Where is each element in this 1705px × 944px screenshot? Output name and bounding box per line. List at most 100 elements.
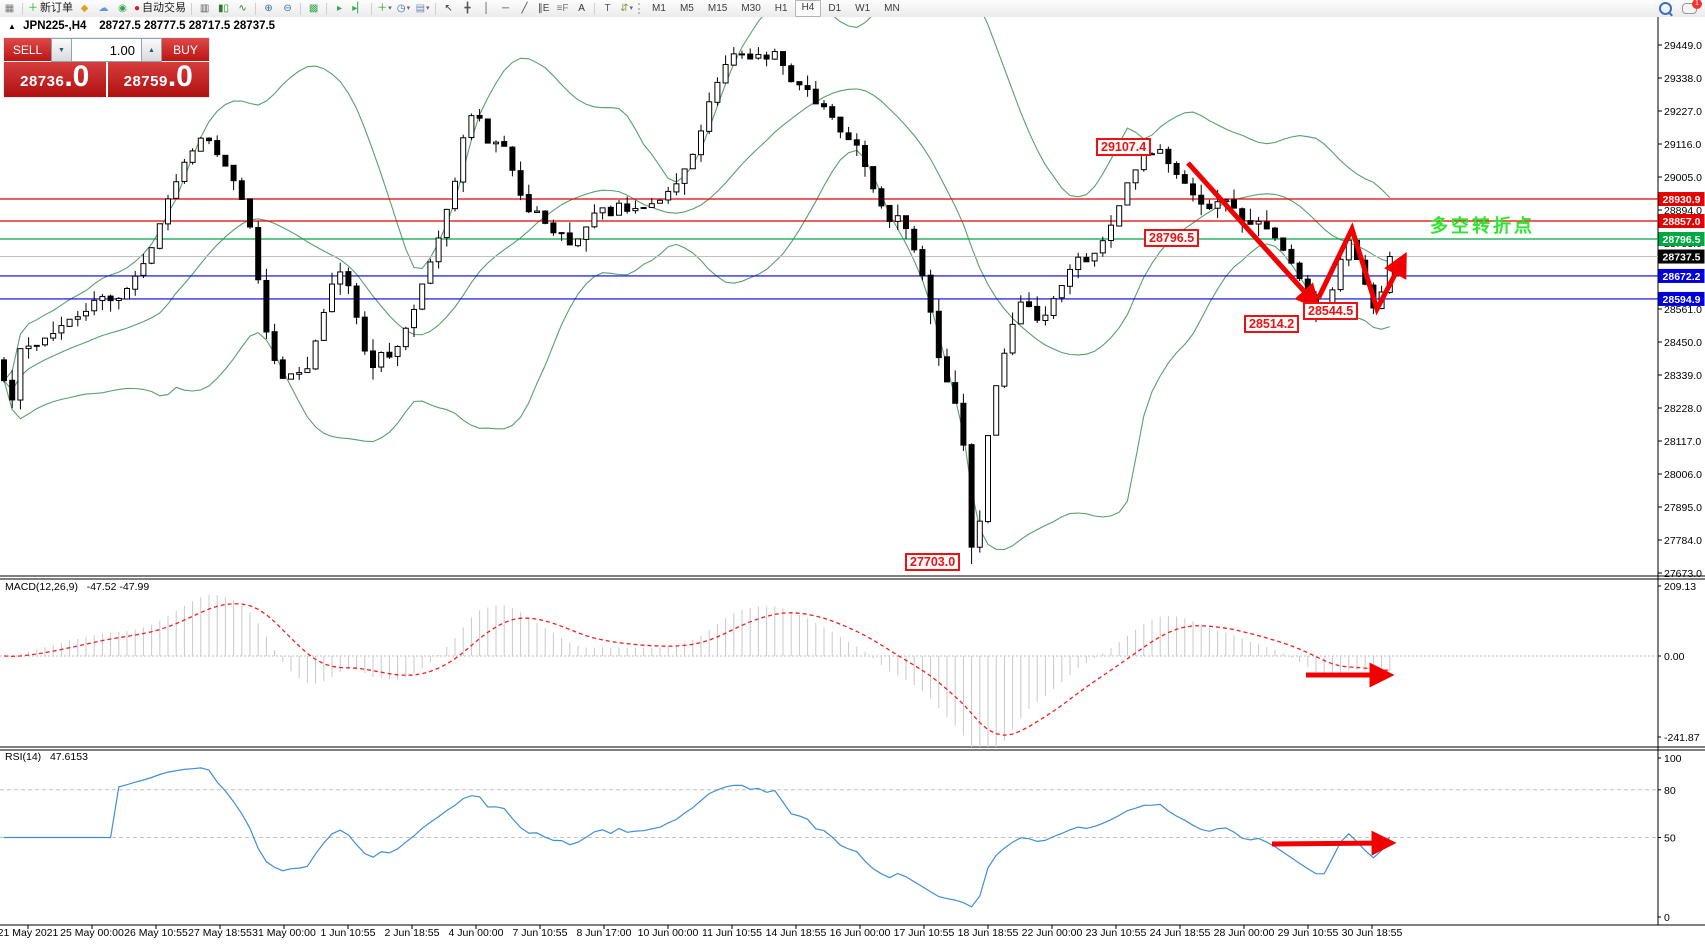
autotrading-button[interactable]: ● 自动交易 bbox=[132, 1, 188, 16]
candle-body bbox=[730, 53, 737, 66]
candle-body bbox=[91, 299, 98, 312]
chevron-down-icon[interactable]: ▾ bbox=[406, 5, 411, 12]
rsi-axis-label: 100 bbox=[1664, 753, 1682, 765]
chevron-down-icon[interactable]: ▾ bbox=[629, 5, 633, 12]
tile-windows-icon[interactable]: ▩ bbox=[304, 1, 323, 16]
candle-body bbox=[296, 372, 303, 375]
periods-button: ◷ bbox=[396, 3, 406, 14]
y-axis-tick-label: 28117.0 bbox=[1664, 436, 1701, 448]
price-badge bbox=[1658, 231, 1705, 246]
candle-body bbox=[714, 81, 721, 103]
text-icon[interactable]: A bbox=[572, 1, 591, 16]
signals-icon[interactable]: ☁ bbox=[94, 1, 113, 16]
candle-body bbox=[411, 308, 417, 329]
x-axis-label: 28 Jun 00:00 bbox=[1214, 927, 1275, 939]
chart-window-icon[interactable]: ▦ bbox=[0, 1, 19, 16]
candle-body bbox=[976, 520, 983, 548]
horizontal-line-icon[interactable]: ─ bbox=[496, 1, 515, 16]
x-axis-label: 8 Jun 17:00 bbox=[577, 927, 632, 939]
chevron-down-icon[interactable]: ▾ bbox=[426, 5, 430, 12]
candle-body bbox=[1280, 237, 1287, 251]
candle-body bbox=[1231, 199, 1237, 209]
vertical-line-icon[interactable]: │ bbox=[477, 1, 496, 16]
periods-button[interactable]: ◷ ▾ bbox=[394, 1, 413, 16]
timeframe-h4[interactable]: H4 bbox=[794, 0, 822, 17]
timeframe-m30[interactable]: M30 bbox=[741, 3, 761, 14]
bar-chart-icon[interactable]: ▥ bbox=[195, 1, 214, 16]
tile-windows-icon: ▩ bbox=[308, 3, 319, 14]
new-order-button[interactable]: ＋新订单 bbox=[26, 1, 75, 16]
candle-body bbox=[985, 435, 991, 523]
broadcast-icon[interactable]: ◉ bbox=[113, 1, 132, 16]
candle-body bbox=[616, 202, 622, 216]
chat-icon[interactable]: 1 bbox=[1682, 0, 1702, 14]
candle-body bbox=[1132, 169, 1139, 184]
templates-button[interactable]: ▤ ▾ bbox=[413, 1, 432, 16]
chart-shift-icon[interactable]: ▸▏ bbox=[349, 1, 368, 16]
candle-body bbox=[755, 54, 762, 59]
trendline-icon[interactable]: ╱ bbox=[515, 1, 534, 16]
toolbar-icon-groups: ▦ ＋新订单 ◆ ☁ ◉ ● 自动交易 ▥ ▮▯ ∿ ⊕ ⊖ ▩ ▸ ▸▏ ＋ ▾ ◷ ▾ ▤ ▾ ↖ ╋ │ ─ ╱ ∥E ≡F A T… bbox=[0, 1, 636, 16]
sell-price-button[interactable]: 28736 .0 bbox=[4, 62, 106, 97]
indicators-button[interactable]: ＋ ▾ bbox=[375, 1, 394, 16]
timeframe-m15[interactable]: M15 bbox=[707, 3, 728, 14]
zoom-in-button[interactable]: ⊕ bbox=[259, 1, 278, 16]
x-axis-label: 1 Jun 10:55 bbox=[321, 927, 376, 939]
candle-body bbox=[706, 101, 713, 132]
candle-body bbox=[1, 359, 7, 382]
buy-button[interactable]: BUY bbox=[162, 38, 209, 62]
timeframe-m5[interactable]: M5 bbox=[679, 3, 694, 14]
candle-body bbox=[1009, 323, 1016, 354]
candle-body bbox=[165, 198, 171, 225]
timeframe-h1[interactable]: H1 bbox=[774, 3, 788, 14]
rsi-panel bbox=[4, 767, 1391, 908]
candle-body bbox=[550, 222, 557, 234]
candle-body bbox=[58, 325, 65, 334]
timeframe-d1[interactable]: D1 bbox=[828, 3, 842, 14]
volume-down-button[interactable]: ▼ bbox=[51, 38, 72, 62]
candle-body bbox=[1099, 240, 1106, 254]
candle-body bbox=[255, 226, 262, 281]
market-icon[interactable]: ◆ bbox=[75, 1, 94, 16]
chart-title: ▲ JPN225-,H4 28727.5 28777.5 28717.5 287… bbox=[8, 20, 275, 32]
candle-body bbox=[99, 295, 106, 302]
candlestick-chart-icon[interactable]: ▮▯ bbox=[214, 1, 233, 16]
candle-body bbox=[304, 368, 311, 373]
channel-icon[interactable]: ∥E bbox=[534, 1, 553, 16]
candle-body bbox=[74, 316, 81, 320]
auto-scroll-icon[interactable]: ▸ bbox=[330, 1, 349, 16]
fibonacci-icon[interactable]: ≡F bbox=[553, 1, 572, 16]
candle-body bbox=[845, 132, 852, 141]
candle-body bbox=[66, 318, 73, 327]
candle-body bbox=[607, 206, 614, 217]
buy-price-button[interactable]: 28759 .0 bbox=[107, 62, 209, 97]
candle-body bbox=[378, 352, 385, 368]
chevron-down-icon[interactable]: ▾ bbox=[388, 5, 392, 12]
collapse-triangle-icon[interactable]: ▲ bbox=[8, 22, 16, 31]
timeframe-m1[interactable]: M1 bbox=[652, 3, 666, 14]
cursor-icon[interactable]: ↖ bbox=[439, 1, 458, 16]
candle-body bbox=[1173, 162, 1180, 175]
volume-input[interactable] bbox=[72, 38, 141, 62]
candle-body bbox=[624, 203, 631, 212]
line-chart-icon[interactable]: ∿ bbox=[233, 1, 252, 16]
candle-body bbox=[1165, 148, 1172, 165]
chart-canvas[interactable]: 29449.0 29338.0 29227.0 29116.0 29005.0 28894… bbox=[0, 17, 1705, 944]
timeframe-w1[interactable]: W1 bbox=[855, 3, 871, 14]
crosshair-icon[interactable]: ╋ bbox=[458, 1, 477, 16]
shapes-button[interactable]: ⇵ ▾ bbox=[617, 1, 636, 16]
timeframe-mn[interactable]: MN bbox=[884, 3, 900, 14]
label-icon[interactable]: T bbox=[598, 1, 617, 16]
new-order-button-label: 新订单 bbox=[40, 2, 73, 14]
candle-body bbox=[353, 285, 360, 318]
macd-axis-label: 0.00 bbox=[1664, 651, 1685, 663]
volume-up-button[interactable]: ▲ bbox=[141, 38, 162, 62]
sell-button[interactable]: SELL bbox=[4, 38, 51, 62]
zoom-out-button[interactable]: ⊖ bbox=[278, 1, 297, 16]
search-icon[interactable] bbox=[1659, 2, 1672, 15]
candle-body bbox=[1001, 352, 1008, 387]
price-badge bbox=[1658, 268, 1705, 283]
candle-body bbox=[173, 181, 180, 199]
y-axis-tick-label: 29005.0 bbox=[1664, 172, 1702, 184]
candle-body bbox=[33, 344, 40, 347]
